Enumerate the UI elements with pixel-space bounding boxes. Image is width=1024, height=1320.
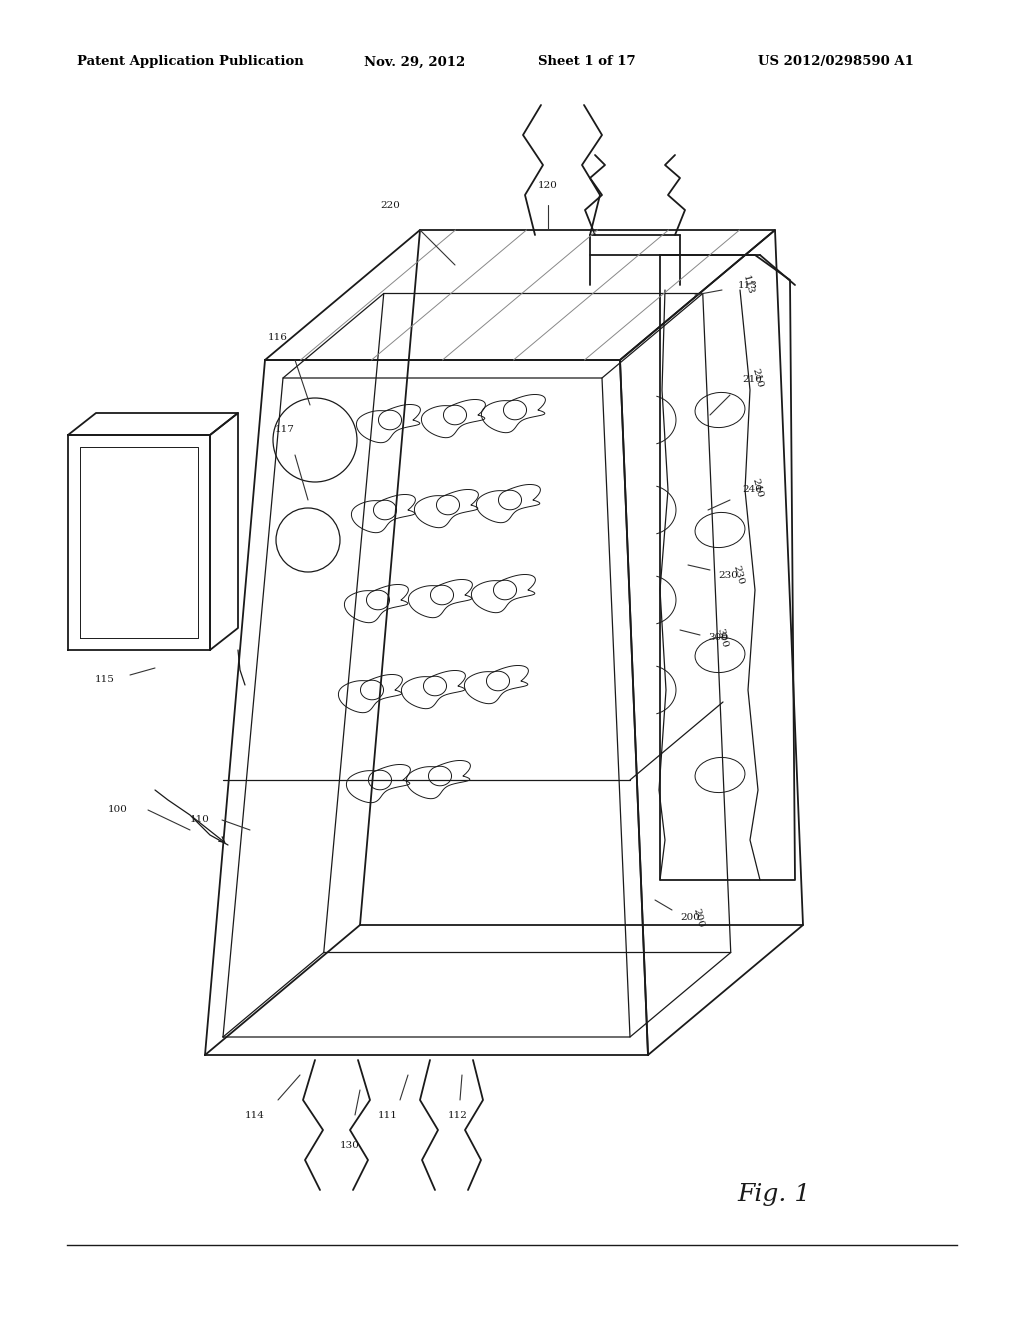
Text: 115: 115 <box>95 676 115 685</box>
Text: 200: 200 <box>691 907 705 929</box>
Text: 114: 114 <box>245 1110 265 1119</box>
Text: 210: 210 <box>742 375 762 384</box>
Text: 230: 230 <box>718 570 738 579</box>
Text: 130: 130 <box>340 1140 360 1150</box>
Text: Fig. 1: Fig. 1 <box>737 1183 811 1206</box>
Text: 116: 116 <box>268 334 288 342</box>
Text: 240: 240 <box>742 486 762 495</box>
Text: 300: 300 <box>708 634 728 643</box>
Text: Sheet 1 of 17: Sheet 1 of 17 <box>538 55 635 69</box>
Text: 110: 110 <box>190 816 210 825</box>
Text: 117: 117 <box>275 425 295 434</box>
Text: 120: 120 <box>538 181 558 190</box>
Text: 210: 210 <box>751 367 764 389</box>
Text: 112: 112 <box>449 1110 468 1119</box>
Text: 300: 300 <box>715 627 729 648</box>
Text: Patent Application Publication: Patent Application Publication <box>77 55 303 69</box>
Text: 113: 113 <box>741 275 755 296</box>
Text: 200: 200 <box>680 913 700 923</box>
Text: 220: 220 <box>380 201 400 210</box>
Text: 111: 111 <box>378 1110 398 1119</box>
Text: 230: 230 <box>731 564 744 586</box>
Text: 113: 113 <box>738 281 758 289</box>
Text: US 2012/0298590 A1: US 2012/0298590 A1 <box>758 55 913 69</box>
Text: 100: 100 <box>109 805 128 814</box>
Text: 240: 240 <box>751 478 764 499</box>
Text: Nov. 29, 2012: Nov. 29, 2012 <box>364 55 465 69</box>
